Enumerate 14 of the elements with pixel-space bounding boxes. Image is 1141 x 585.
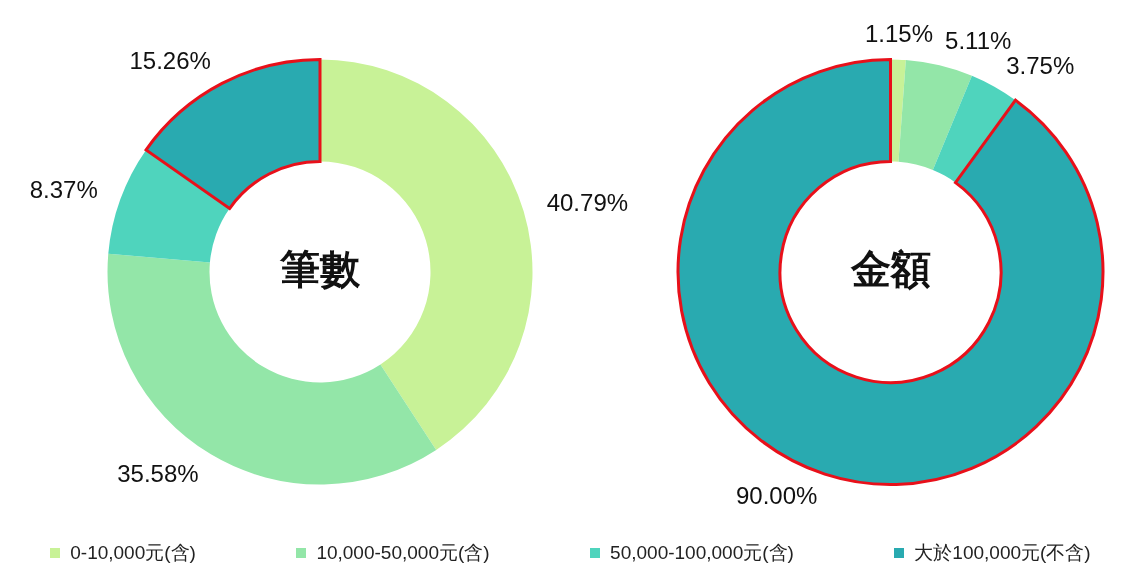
legend-label: 大於100,000元(不含) xyxy=(914,541,1091,565)
text: 金額 xyxy=(849,247,931,292)
data-label: 1.15% xyxy=(865,20,934,48)
data-label: 35.58% xyxy=(117,459,199,487)
data-label: 40.79% xyxy=(546,189,629,217)
data-label: 8.37% xyxy=(29,175,98,203)
legend-label: 50,000-100,000元(含) xyxy=(610,541,794,565)
data-label: 15.26% xyxy=(129,46,211,74)
legend-label: 0-10,000元(含) xyxy=(70,541,196,565)
data-label: 5.11% xyxy=(945,26,1012,54)
data-label: 3.75% xyxy=(1006,52,1075,80)
text: 筆數 xyxy=(279,247,361,292)
legend-label: 10,000-50,000元(含) xyxy=(316,541,490,565)
data-label: 90.00% xyxy=(735,481,818,509)
